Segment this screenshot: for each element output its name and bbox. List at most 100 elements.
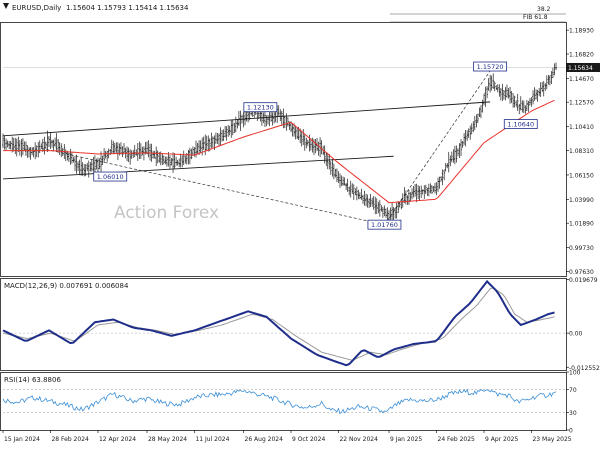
last-price-box (566, 62, 600, 72)
price-bar (234, 116, 237, 133)
price-bar (553, 63, 556, 76)
price-y-tick-label: 1.01890 (569, 221, 594, 228)
price-bar (156, 150, 159, 164)
price-bar (187, 149, 190, 165)
price-callout-box (243, 102, 278, 113)
price-y-tick-label: 1.03990 (569, 197, 594, 204)
macd-signal-line (2, 287, 555, 361)
price-bar (299, 128, 302, 144)
price-bar (458, 143, 461, 158)
price-bar (502, 90, 505, 100)
price-bar (280, 110, 283, 126)
price-callout: 1.10640 (503, 119, 538, 129)
price-bar (274, 111, 277, 123)
price-bar (450, 151, 453, 163)
x-tick-label: 24 Feb 2025 (438, 436, 476, 443)
price-bar (28, 147, 31, 158)
price-bar (52, 139, 55, 152)
price-bar (320, 140, 323, 155)
price-bar (478, 107, 481, 117)
price-bar (67, 152, 70, 162)
rsi-title: RSI(14) 63.8806 (4, 376, 61, 384)
price-bar (129, 149, 132, 165)
price-bar (389, 207, 392, 222)
price-callout-box (367, 219, 402, 230)
watermark-text: Action Forex (114, 203, 219, 223)
price-bar (551, 67, 554, 79)
price-bar (3, 135, 6, 150)
price-bar (119, 142, 122, 155)
price-bar (323, 145, 326, 164)
price-y-tick-label: 0.97630 (569, 269, 594, 276)
price-bar (394, 207, 397, 219)
price-bar (510, 91, 513, 104)
price-bar (317, 141, 320, 156)
price-bar (306, 139, 309, 147)
price-bar (103, 148, 106, 163)
price-bar (417, 185, 420, 200)
price-bar (176, 159, 179, 166)
price-bar (335, 168, 338, 183)
x-tick-label: 15 Jan 2024 (4, 436, 40, 443)
price-bar (339, 173, 342, 188)
price-bar (81, 162, 84, 176)
price-bar (522, 100, 525, 114)
price-bar (242, 111, 245, 128)
price-bar (509, 86, 512, 104)
last-price-marker: 1.15634 (566, 62, 600, 72)
price-bar (139, 143, 142, 159)
price-bar (227, 124, 230, 137)
price-bar (46, 130, 49, 152)
price-bar (415, 183, 418, 203)
last-price-label: 1.15634 (568, 65, 593, 72)
price-bar (217, 133, 220, 147)
price-bar (337, 171, 340, 184)
price-bar (167, 151, 170, 167)
price-bar (182, 150, 185, 166)
price-bar (41, 138, 44, 153)
price-bar (233, 122, 236, 134)
macd-y-tick-label: -0.012552 (569, 365, 600, 372)
price-bar (199, 140, 202, 153)
price-bar (432, 186, 435, 192)
price-bar (380, 205, 383, 212)
price-callout: 1.06010 (93, 171, 128, 182)
price-bar (11, 136, 14, 153)
price-bar (26, 145, 29, 158)
price-bar (460, 139, 463, 157)
price-bar (149, 143, 152, 161)
price-bar (101, 155, 104, 165)
price-bar (136, 142, 139, 161)
rsi-y-tick-label: 100 (569, 370, 581, 377)
price-bar (548, 75, 551, 86)
moving-average-line (3, 99, 555, 204)
chart-collapse-icon[interactable] (3, 3, 9, 9)
rsi-y-tick-label: 70 (569, 387, 577, 394)
price-bar (435, 182, 438, 196)
price-bar (184, 155, 187, 164)
price-bar (369, 193, 372, 208)
price-bar (161, 152, 164, 165)
price-bar (545, 75, 548, 90)
price-bar (447, 152, 450, 173)
price-bar (452, 149, 455, 163)
price-bar (441, 169, 444, 186)
price-bar (345, 182, 348, 191)
price-bar (222, 129, 225, 141)
price-bar (427, 183, 430, 197)
price-bar (77, 161, 80, 172)
x-tick-label: 11 Jul 2024 (195, 436, 229, 443)
price-bar (498, 84, 501, 97)
price-bar (303, 134, 306, 151)
price-bar (239, 110, 242, 131)
price-bar (412, 186, 415, 198)
price-bar (70, 151, 73, 164)
price-bar (18, 140, 21, 156)
price-bar (100, 151, 103, 172)
price-bar (340, 175, 343, 187)
price-bar (214, 132, 217, 144)
price-bar (429, 183, 432, 194)
price-bar (40, 143, 43, 149)
